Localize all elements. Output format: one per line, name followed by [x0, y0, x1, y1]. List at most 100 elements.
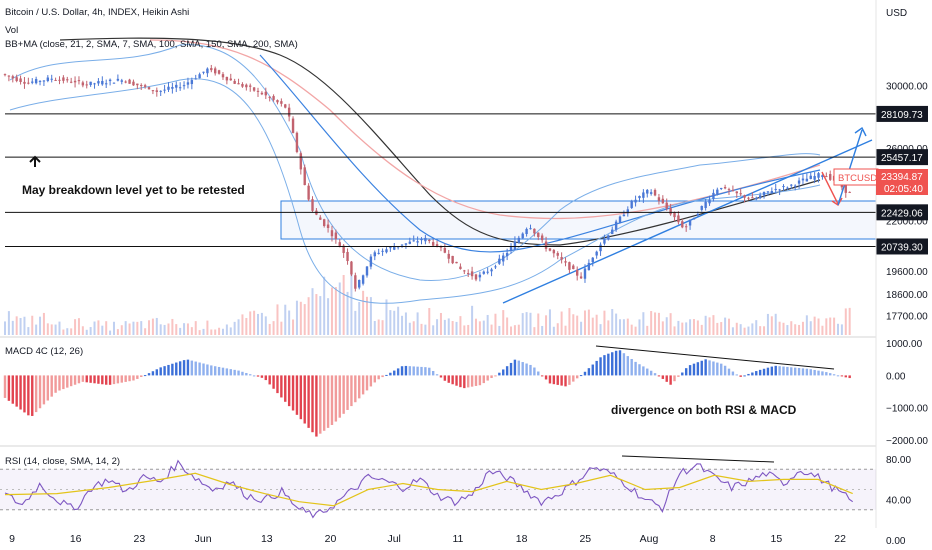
volume-bar [654, 312, 657, 335]
candle-body [373, 252, 376, 257]
macd-bar [431, 370, 435, 376]
macd-bar [252, 375, 256, 377]
macd-bar [513, 359, 517, 376]
macd-bar [249, 374, 252, 376]
candle-body [264, 91, 267, 96]
volume-bar [545, 315, 548, 335]
volume-bar [303, 304, 306, 335]
macd-bar [786, 366, 789, 376]
candle-body [599, 244, 602, 252]
candle-body [727, 189, 731, 191]
time-tick-label: 16 [70, 533, 82, 545]
candle-body [813, 176, 816, 180]
macd-bar [529, 364, 532, 376]
candle-body [358, 279, 361, 288]
time-tick-label: 13 [261, 533, 273, 545]
macd-bar [198, 362, 201, 376]
candle-body [587, 262, 591, 271]
candle-body [361, 275, 365, 284]
volume-bar [288, 310, 291, 335]
price-axis[interactable]: 30000.0026000.0024000.0022000.0019600.00… [886, 82, 928, 548]
volume-bar [140, 321, 143, 335]
macd-bar [774, 365, 777, 376]
macd-bar [720, 363, 723, 376]
candle-body [15, 77, 18, 82]
macd-bar [143, 375, 147, 377]
macd-bar [311, 375, 314, 433]
volume-bar [54, 324, 57, 335]
volume-bar [486, 314, 489, 335]
candle-body [731, 190, 735, 192]
volume-bar [93, 321, 96, 335]
macd-divergence-line [595, 345, 835, 370]
candle-body [256, 90, 260, 92]
candle-body [400, 244, 404, 246]
volume-bar [366, 296, 369, 335]
macd-bar [669, 375, 672, 385]
candle-body [334, 232, 338, 239]
time-tick-label: 9 [9, 533, 15, 545]
time-tick-label: 8 [710, 533, 716, 545]
candle-body [669, 208, 672, 215]
rsi-tick-label: 0.00 [886, 536, 906, 547]
macd-bar [634, 361, 637, 376]
macd-bar [159, 367, 162, 376]
macd-bar [587, 368, 591, 376]
candle-body [330, 230, 334, 237]
macd-bar [583, 371, 587, 376]
volume-bar [506, 317, 509, 335]
candle-body [498, 258, 501, 264]
macd-bar [42, 375, 46, 405]
macd-bar [614, 350, 618, 376]
candle-body [105, 83, 108, 85]
candle-body [369, 256, 373, 267]
macd-bar [62, 375, 65, 390]
volume-bar [381, 320, 384, 335]
macd-bar [213, 366, 217, 376]
volume-bar [74, 319, 77, 335]
candle-body [626, 209, 629, 214]
projection-up-arrowhead [854, 126, 867, 137]
macd-bar [326, 375, 330, 428]
volume-bar [229, 327, 232, 335]
ascending-trendline [502, 139, 873, 304]
volume-bar [408, 322, 411, 335]
macd-bar [509, 362, 513, 376]
volume-bar [397, 306, 400, 335]
candle-body [229, 78, 232, 81]
volume-bar [354, 310, 357, 335]
macd-bar [412, 366, 415, 376]
candle-body [634, 199, 637, 203]
candle-body [486, 271, 489, 273]
macd-bar [708, 360, 711, 376]
candle-body [716, 189, 719, 195]
candle-body [502, 255, 505, 262]
volume-bar [342, 275, 345, 335]
volume-bar [268, 323, 271, 335]
macd-bar [385, 374, 388, 376]
volume-bar [517, 324, 520, 335]
volume-bar [393, 310, 396, 335]
candle-body [642, 192, 645, 198]
macd-bar [657, 375, 661, 377]
candle-body [326, 224, 330, 229]
ma-150-line [149, 39, 821, 220]
volume-bar [548, 309, 551, 335]
bollinger-upper [9, 44, 821, 281]
volume-bar [716, 322, 719, 335]
volume-bar [323, 276, 326, 335]
candle-body [151, 90, 155, 92]
volume-bar [272, 321, 275, 335]
candle-body [607, 235, 610, 240]
time-axis[interactable]: 9 16 23 Jun 13 20 Jul 11 18 25 Aug 8 15 22 [9, 533, 846, 545]
volume-bar [836, 323, 839, 335]
volume-bar [556, 323, 559, 335]
volume-bar [311, 288, 314, 335]
ma-100-line [259, 54, 821, 253]
volume-bar [790, 321, 793, 335]
volume-bar [848, 307, 851, 335]
volume-bar [358, 301, 361, 335]
candle-body [568, 262, 571, 270]
